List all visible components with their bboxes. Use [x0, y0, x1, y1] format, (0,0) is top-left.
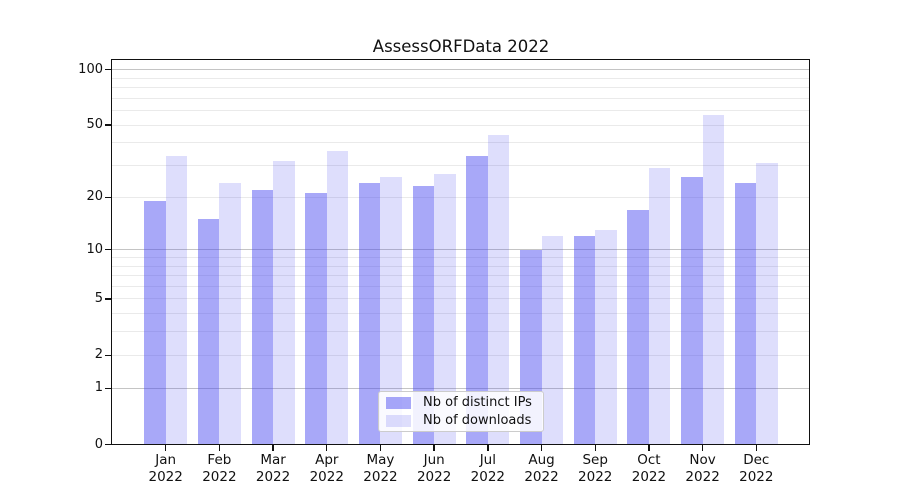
x-tick-label-oct: Oct 2022 — [631, 452, 667, 485]
legend-swatch-distinct-ips — [386, 396, 411, 409]
x-tick-jul — [487, 445, 489, 451]
legend-entry-downloads: Nb of downloads — [386, 413, 536, 428]
bar-downloads-oct — [648, 168, 671, 444]
bar-distinct-ips-nov — [681, 176, 703, 444]
bar-distinct-ips-apr — [305, 193, 327, 444]
y-tick-20 — [105, 196, 111, 198]
gridline-minor-5 — [112, 298, 810, 300]
bar-distinct-ips-feb — [197, 219, 220, 444]
bar-downloads-jun — [434, 173, 456, 444]
bar-downloads-may — [380, 176, 402, 444]
gridline-minor-70 — [112, 97, 810, 99]
gridline-minor-9 — [112, 257, 810, 258]
bar-downloads-apr — [326, 151, 349, 444]
x-tick-label-feb: Feb 2022 — [202, 452, 237, 485]
bar-downloads-sep — [595, 230, 617, 444]
gridline-minor-40 — [112, 142, 810, 144]
y-tick-label-1: 1 — [94, 380, 103, 396]
x-tick-label-jan: Jan 2022 — [148, 452, 183, 485]
gridline-minor-30 — [112, 165, 810, 167]
gridline-minor-8 — [112, 265, 810, 267]
y-tick-2 — [105, 354, 111, 356]
bar-distinct-ips-may — [358, 183, 381, 444]
bar-downloads-dec — [756, 163, 778, 444]
x-tick-oct — [648, 445, 650, 451]
legend-label-distinct-ips: Nb of distinct IPs — [423, 395, 532, 410]
x-tick-nov — [701, 445, 704, 451]
gridline-minor-4 — [112, 313, 810, 315]
gridline-major-100 — [112, 69, 810, 71]
x-tick-dec — [755, 445, 757, 451]
bar-distinct-ips-jul — [466, 155, 488, 444]
gridline-minor-90 — [112, 77, 810, 79]
legend-entry-distinct-ips: Nb of distinct IPs — [386, 395, 536, 410]
gridline-minor-80 — [112, 87, 810, 89]
bar-distinct-ips-jan — [144, 201, 166, 444]
x-tick-label-may: May 2022 — [363, 452, 398, 485]
y-tick-100 — [105, 68, 111, 71]
y-tick-0 — [105, 443, 111, 446]
x-tick-label-dec: Dec 2022 — [739, 452, 774, 485]
bar-distinct-ips-oct — [627, 209, 649, 444]
bar-downloads-jan — [165, 155, 188, 444]
chart-title: AssessORFData 2022 — [372, 37, 550, 56]
x-tick-label-apr: Apr 2022 — [309, 452, 344, 485]
bar-distinct-ips-sep — [573, 236, 596, 444]
x-tick-label-jun: Jun 2022 — [416, 452, 452, 485]
gridline-minor-7 — [112, 275, 810, 277]
x-tick-label-aug: Aug 2022 — [524, 452, 559, 485]
y-tick-5 — [105, 298, 111, 300]
gridline-minor-50 — [112, 124, 810, 126]
x-tick-label-nov: Nov 2022 — [685, 452, 720, 485]
y-tick-10 — [105, 249, 111, 251]
bar-downloads-aug — [541, 236, 564, 444]
gridline-minor-20 — [112, 196, 810, 198]
legend: Nb of distinct IPs Nb of downloads — [378, 391, 544, 432]
y-tick-50 — [105, 124, 111, 126]
y-tick-label-10: 10 — [86, 241, 103, 257]
gridline-minor-6 — [112, 285, 810, 287]
x-tick-feb — [218, 445, 221, 451]
x-tick-may — [379, 445, 382, 451]
y-tick-label-100: 100 — [78, 61, 103, 77]
x-tick-label-sep: Sep 2022 — [578, 452, 613, 485]
y-tick-label-0: 0 — [94, 436, 103, 452]
bar-downloads-mar — [273, 160, 295, 444]
gridline-major-10 — [112, 249, 810, 251]
bar-distinct-ips-dec — [734, 183, 757, 444]
bar-downloads-nov — [702, 114, 725, 444]
bar-distinct-ips-jun — [412, 186, 435, 444]
bar-downloads-feb — [219, 183, 241, 444]
y-tick-label-2: 2 — [94, 347, 103, 363]
gridline-major-1 — [112, 387, 810, 389]
x-tick-label-mar: Mar 2022 — [255, 452, 291, 485]
y-tick-label-5: 5 — [94, 290, 103, 306]
gridline-minor-60 — [112, 110, 810, 112]
x-tick-aug — [540, 445, 543, 451]
bar-distinct-ips-mar — [251, 189, 274, 444]
x-tick-jan — [164, 445, 167, 451]
x-tick-jun — [433, 445, 435, 451]
bar-downloads-jul — [487, 135, 510, 444]
x-tick-sep — [594, 445, 596, 451]
x-tick-apr — [326, 445, 328, 451]
legend-label-downloads: Nb of downloads — [423, 413, 532, 428]
x-tick-mar — [272, 445, 274, 451]
y-tick-1 — [105, 387, 111, 389]
x-tick-label-jul: Jul 2022 — [470, 452, 506, 485]
y-tick-label-20: 20 — [86, 189, 103, 205]
legend-swatch-downloads — [386, 414, 411, 427]
gridline-minor-3 — [112, 331, 810, 333]
gridline-minor-2 — [112, 354, 810, 356]
y-tick-label-50: 50 — [86, 117, 103, 133]
